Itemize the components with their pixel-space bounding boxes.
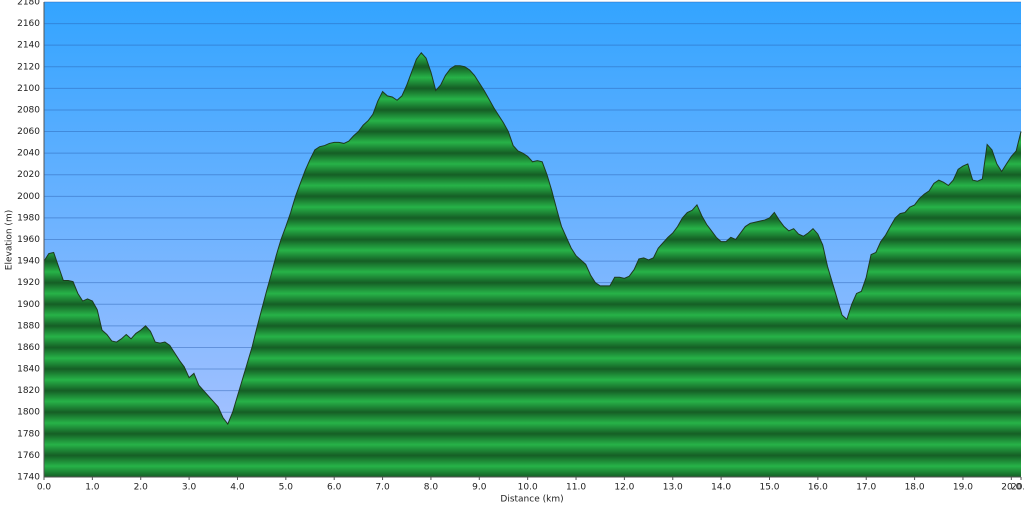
- x-tick-label: 14.0: [711, 483, 731, 493]
- y-tick-label: 1800: [17, 408, 40, 418]
- x-tick-label: 20.0: [1001, 483, 1021, 493]
- y-axis-title: Elevation (m): [5, 210, 15, 270]
- x-tick-label: 8.0: [424, 483, 439, 493]
- y-tick-label: 2120: [17, 62, 40, 72]
- y-tick-label: 1860: [17, 343, 40, 353]
- x-tick-label: 5.0: [279, 483, 294, 493]
- x-tick-label: 17.0: [856, 483, 876, 493]
- x-tick-label: 0.0: [37, 483, 52, 493]
- y-tick-label: 1760: [17, 451, 40, 461]
- y-tick-label: 2020: [17, 170, 40, 180]
- area: [44, 52, 1021, 478]
- y-tick-label: 2160: [17, 19, 40, 29]
- y-tick-label: 2000: [17, 192, 40, 202]
- x-tick-label: 12.0: [614, 483, 634, 493]
- outline: [43, 51, 1022, 426]
- x-tick-label: 19.0: [953, 483, 973, 493]
- y-tick-label: 1740: [17, 473, 40, 483]
- x-tick-label: 1.0: [85, 483, 100, 493]
- x-tick-label: 9.0: [472, 483, 487, 493]
- x-tick-label: 20.2: [1011, 483, 1024, 493]
- x-tick-label: 15.0: [759, 483, 779, 493]
- x-tick-label: 16.0: [808, 483, 828, 493]
- y-tick-label: 1840: [17, 365, 40, 375]
- x-tick-label: 13.0: [663, 483, 683, 493]
- y-tick-label: 2080: [17, 105, 40, 115]
- y-tick-label: 1940: [17, 257, 40, 267]
- y-tick-label: 2140: [17, 41, 40, 51]
- x-tick-label: 6.0: [327, 483, 342, 493]
- y-tick-label: 1880: [17, 321, 40, 331]
- x-tick-label: 18.0: [905, 483, 925, 493]
- y-tick-label: 2040: [17, 149, 40, 159]
- y-tick-label: 1820: [17, 386, 40, 396]
- y-tick-label: 2060: [17, 127, 40, 137]
- y-tick-label: 1780: [17, 429, 40, 439]
- y-tick-label: 1960: [17, 235, 40, 245]
- x-tick-label: 2.0: [134, 483, 149, 493]
- x-tick-label: 10.0: [518, 483, 538, 493]
- x-tick-label: 3.0: [182, 483, 197, 493]
- y-tick-label: 1920: [17, 278, 40, 288]
- y-tick-label: 2100: [17, 84, 40, 94]
- x-tick-label: 11.0: [566, 483, 586, 493]
- y-tick-label: 1980: [17, 213, 40, 223]
- x-axis-title: Distance (km): [500, 495, 563, 505]
- x-tick-label: 7.0: [375, 483, 390, 493]
- y-tick-label: 2180: [17, 0, 40, 8]
- x-tick-label: 4.0: [230, 483, 245, 493]
- y-tick-label: 1900: [17, 300, 40, 310]
